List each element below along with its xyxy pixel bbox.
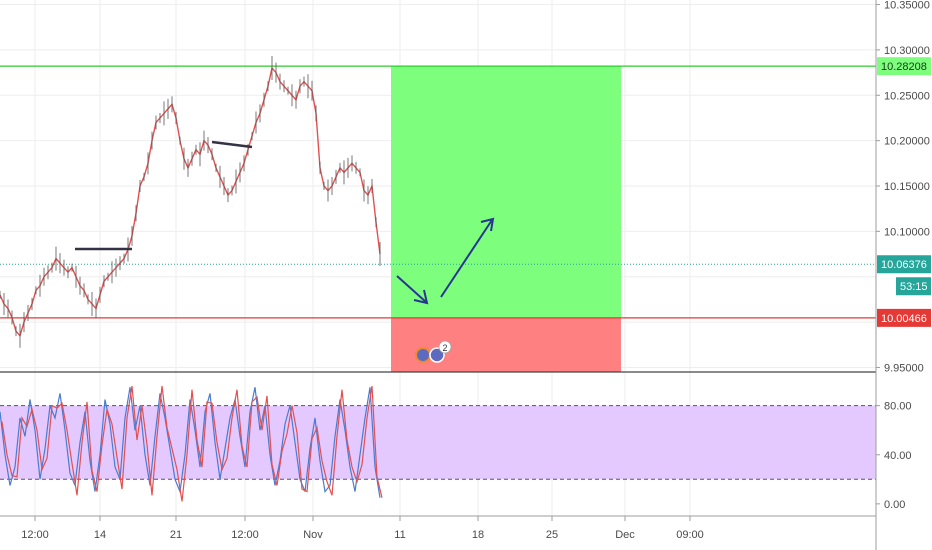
x-tick-label: 25 [546,529,558,541]
countdown-tag: 53:15 [900,281,928,293]
price-tags: 10.28208 10.06376 53:15 10.00466 [877,57,931,327]
stoch-k-line [1,385,383,502]
arrow-down[interactable] [396,275,427,303]
x-tick-label: Dec [615,529,635,541]
event-count-badge [438,340,452,354]
horizontal-segment[interactable] [211,140,253,149]
x-tick-label: 12:00 [231,529,259,541]
stoch-tick-label: 40.00 [884,450,912,462]
arrowhead[interactable] [480,217,495,232]
loss-zone[interactable] [391,317,621,372]
stoch-d-line [0,387,381,498]
entry-price-tag: 10.00466 [881,313,927,325]
price-axis[interactable]: 10.35000 10.30000 10.25000 10.20000 10.15000… [876,0,930,374]
y-tick-label: 10.10000 [884,226,930,238]
x-tick-label: 11 [394,529,405,541]
stoch-band [0,405,876,480]
price-line [0,66,381,338]
events-marker[interactable]: 2 [415,340,452,363]
time-axis[interactable]: 12:00 14 21 12:00 Nov 11 18 25 Dec 09:00 [21,516,704,541]
stoch-axis[interactable]: 80.00 40.00 0.00 [876,401,912,511]
y-tick-label: 10.30000 [884,45,930,57]
x-tick-label: 21 [170,529,182,541]
x-tick-label: Nov [303,529,323,541]
last-price-tag-bg [877,255,931,274]
last-price-tag: 10.06376 [881,259,927,271]
countdown-bg [896,277,931,296]
take-profit-tag-bg [877,57,931,76]
x-tick-label: 09:00 [676,529,704,541]
x-tick-label: 12:00 [21,529,49,541]
x-tick-label: 14 [94,529,106,541]
entry-price-tag-bg [877,308,931,327]
price-series [0,56,381,348]
arrow-up[interactable] [440,219,493,298]
arrowhead[interactable] [413,289,429,305]
drawing-tools[interactable] [75,140,495,305]
y-tick-label: 10.25000 [884,90,930,102]
stoch-series [0,385,383,502]
take-profit-tag: 10.28208 [881,61,927,73]
stoch-tick-label: 0.00 [884,499,905,511]
y-tick-label: 10.35000 [884,0,930,12]
stoch-tick-label: 80.00 [884,401,912,413]
profit-zone[interactable] [391,66,621,318]
y-tick-label: 9.95000 [884,362,924,374]
y-tick-label: 10.15000 [884,181,930,193]
x-tick-label: 18 [472,529,484,541]
y-tick-label: 10.20000 [884,136,930,148]
event-icon[interactable] [415,347,431,363]
event-count: 2 [442,343,447,353]
